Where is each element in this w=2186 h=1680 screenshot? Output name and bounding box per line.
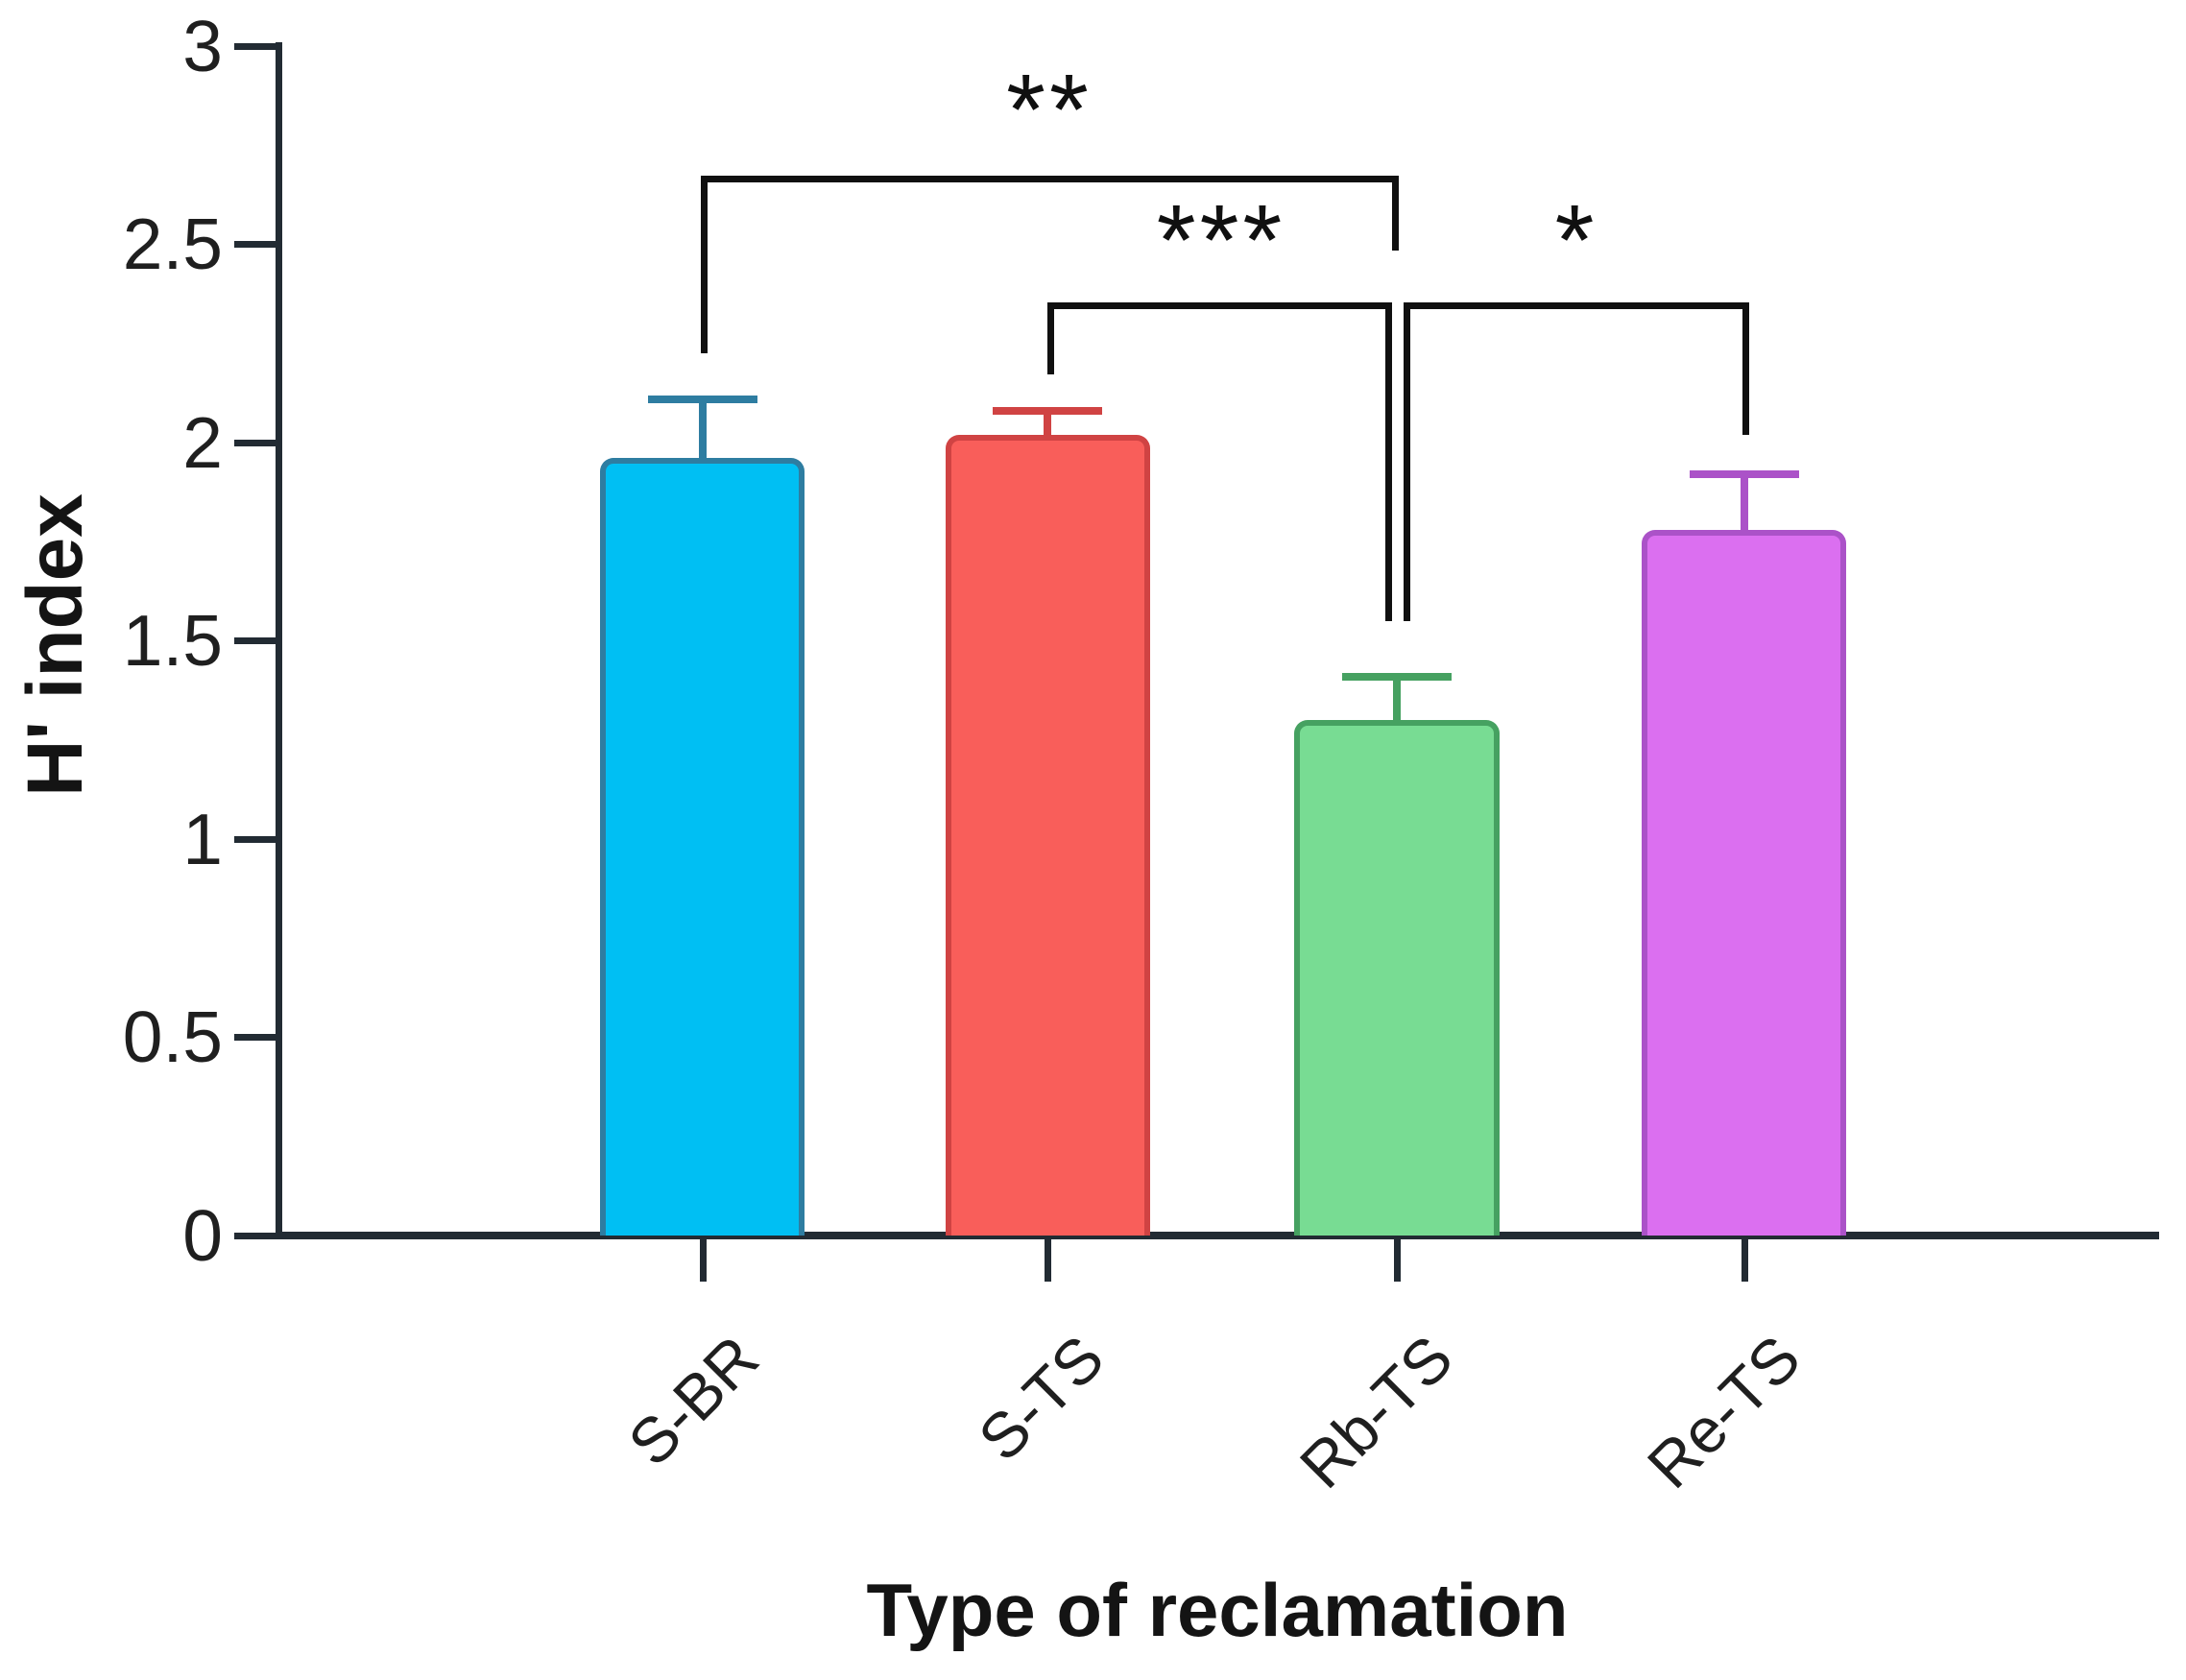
y-tick (234, 241, 278, 248)
error-bar-stem-s-br (699, 399, 707, 462)
sig-bracket-2-left (1047, 302, 1054, 374)
y-tick-label: 2 (182, 402, 223, 483)
bar-re-ts (1642, 530, 1846, 1236)
y-tick (234, 1034, 278, 1041)
x-axis-title: Type of reclamation (866, 1568, 1569, 1652)
bar-s-ts (946, 435, 1150, 1236)
y-tick-label: 1 (182, 799, 223, 879)
sig-label-three-stars: *** (1156, 184, 1286, 297)
y-tick-label: 3 (182, 6, 223, 86)
y-tick (234, 637, 278, 644)
error-bar-cap-s-br (648, 396, 757, 403)
sig-label-two-stars: ** (1006, 54, 1093, 166)
y-tick (234, 440, 278, 446)
y-tick (234, 836, 278, 843)
y-tick-label: 0.5 (122, 996, 223, 1077)
sig-bracket-3-left (1404, 302, 1410, 621)
bar-rb-ts (1294, 720, 1500, 1236)
sig-bracket-3-horizontal (1404, 302, 1749, 309)
sig-bracket-2-horizontal (1047, 302, 1392, 309)
error-bar-cap-s-ts (993, 407, 1102, 415)
sig-label-one-star: * (1554, 184, 1598, 297)
error-bar-stem-re-ts (1741, 474, 1748, 534)
x-tick (1742, 1239, 1748, 1282)
error-bar-cap-rb-ts (1342, 673, 1452, 681)
sig-bracket-3-right (1742, 302, 1749, 435)
error-bar-cap-re-ts (1690, 470, 1799, 478)
x-tick (1394, 1239, 1401, 1282)
x-tick (1045, 1239, 1051, 1282)
y-tick-label: 0 (182, 1195, 223, 1276)
error-bar-stem-rb-ts (1393, 677, 1401, 724)
x-axis-line (276, 1232, 2159, 1239)
x-tick (700, 1239, 707, 1282)
y-tick-label: 2.5 (122, 204, 223, 284)
y-axis-line (276, 42, 282, 1239)
sig-bracket-1-right (1392, 176, 1399, 251)
sig-bracket-2-right (1385, 302, 1392, 621)
y-tick (234, 1233, 278, 1239)
y-tick-label: 1.5 (122, 600, 223, 681)
error-bar-stem-s-ts (1044, 411, 1051, 439)
sig-bracket-1-left (701, 176, 708, 353)
y-tick (234, 43, 278, 50)
sig-bracket-1-horizontal (701, 176, 1399, 182)
bar-s-br (600, 458, 805, 1236)
